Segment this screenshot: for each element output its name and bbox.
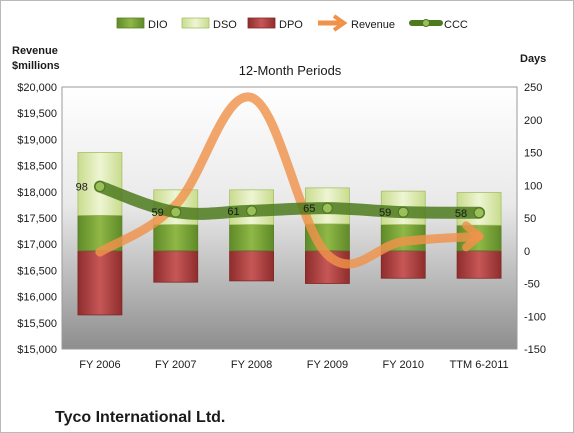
legend-item-ccc: CCC: [409, 19, 468, 31]
right-tick-label: -100: [524, 311, 546, 323]
ccc-point: [170, 206, 182, 218]
bar-dio: [229, 224, 274, 252]
legend-item-dio: DIO: [116, 17, 168, 31]
legend-label-dso: DSO: [213, 19, 237, 31]
chart-title: 12-Month Periods: [239, 63, 342, 78]
right-tick-label: -150: [524, 344, 546, 356]
left-tick-label: $15,500: [17, 318, 57, 330]
right-tick-label: -50: [524, 279, 540, 291]
right-axis-title: Days: [520, 53, 546, 65]
series-line-revenue: [95, 92, 484, 269]
left-axis-title-line-1: Revenue: [12, 45, 58, 57]
left-tick-label: $18,000: [17, 187, 57, 199]
left-axis-title-line-2: $millions: [12, 60, 60, 72]
right-tick-label: 0: [524, 246, 530, 258]
x-tick-label: FY 2010: [383, 359, 424, 371]
left-tick-label: $15,000: [17, 344, 57, 356]
ccc-data-label: 98: [76, 182, 88, 194]
right-axis: -150 -100 -50 0 50 100 150 200 250: [524, 82, 546, 356]
left-tick-label: $20,000: [17, 82, 57, 94]
x-tick-label: FY 2009: [307, 359, 348, 371]
legend-label-dio: DIO: [148, 19, 168, 31]
right-tick-label: 100: [524, 180, 542, 192]
x-tick-label: FY 2008: [231, 359, 272, 371]
ccc-data-label: 58: [455, 208, 467, 220]
legend-swatch-dpo: [247, 17, 276, 29]
left-tick-label: $19,000: [17, 134, 57, 146]
right-tick-label: 50: [524, 213, 536, 225]
ccc-point: [473, 207, 485, 219]
bar-dpo: [77, 250, 123, 316]
bar-dpo: [153, 250, 199, 283]
lines-layer: 98 59 61 65 59 58: [76, 92, 486, 269]
right-tick-label: 200: [524, 115, 542, 127]
legend: DIO DSO DPO Revenue CCC: [116, 14, 468, 32]
legend-label-ccc: CCC: [444, 19, 468, 31]
x-tick-label: TTM 6-2011: [450, 359, 509, 371]
bar-dio: [153, 224, 199, 252]
right-tick-label: 250: [524, 82, 542, 94]
bar-dpo: [380, 250, 426, 279]
left-tick-label: $17,000: [17, 239, 57, 251]
legend-item-revenue: Revenue: [318, 14, 395, 32]
legend-item-dso: DSO: [181, 17, 237, 31]
revenue-arrowhead-icon: [462, 221, 484, 252]
right-tick-label: 150: [524, 148, 542, 160]
ccc-data-label: 59: [379, 207, 391, 219]
left-tick-label: $18,500: [17, 161, 57, 173]
legend-swatch-dio: [116, 17, 145, 29]
ccc-data-label: 59: [152, 207, 164, 219]
bar-dpo: [456, 250, 502, 279]
ccc-point: [245, 205, 258, 217]
ccc-data-label: 61: [227, 206, 239, 218]
ccc-data-label: 65: [303, 203, 315, 215]
left-axis: $15,000 $15,500 $16,000 $16,500 $17,000 $17,5…: [17, 82, 57, 356]
legend-swatch-dso: [181, 17, 210, 29]
ccc-point: [397, 206, 409, 218]
legend-swatch-ccc: [409, 19, 443, 27]
ccc-point: [94, 180, 106, 193]
company-name: Tyco International Ltd.: [55, 409, 225, 426]
series-line-ccc: [93, 180, 486, 220]
x-tick-label: FY 2006: [79, 359, 120, 371]
ccc-point: [321, 202, 334, 214]
legend-label-revenue: Revenue: [351, 19, 395, 31]
legend-swatch-revenue-arrow-icon: [318, 14, 348, 32]
left-tick-label: $16,000: [17, 292, 57, 304]
x-tick-label: FY 2007: [155, 359, 196, 371]
legend-label-dpo: DPO: [279, 19, 303, 31]
legend-item-dpo: DPO: [247, 17, 303, 31]
left-tick-label: $17,500: [17, 213, 57, 225]
x-axis: FY 2006 FY 2007 FY 2008 FY 2009 FY 2010 TTM 6…: [79, 359, 508, 371]
bar-dpo: [229, 250, 274, 282]
left-tick-label: $16,500: [17, 265, 57, 277]
left-tick-label: $19,500: [17, 108, 57, 120]
